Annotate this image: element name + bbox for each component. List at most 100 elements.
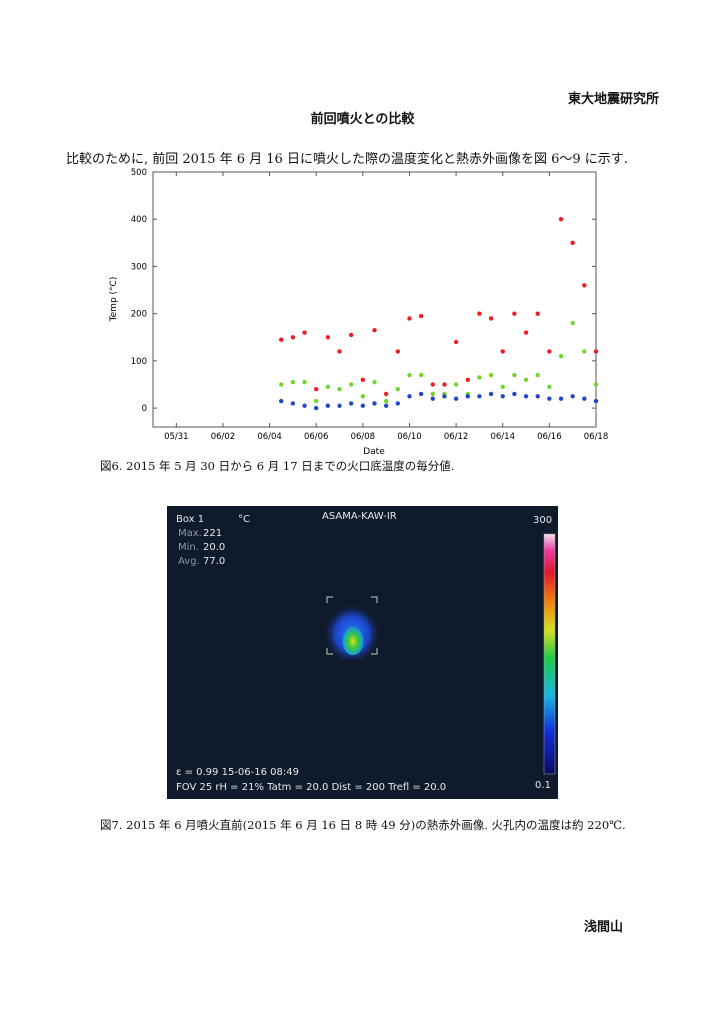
data-point: [325, 403, 331, 408]
data-point: [302, 330, 307, 335]
x-tick-label: 06/02: [211, 432, 236, 442]
x-tick-label: 05/31: [164, 432, 189, 442]
data-point: [512, 391, 517, 397]
data-point: [477, 311, 482, 316]
data-point: [279, 398, 284, 404]
ir-box-label: Box 1: [176, 514, 205, 525]
ir-scale-max: 300: [533, 515, 553, 526]
data-point: [395, 401, 401, 406]
y-axis-ticks: 0 100 200 300 400 500: [131, 168, 596, 414]
data-point: [477, 394, 482, 399]
y-tick-label: 500: [131, 168, 147, 178]
data-points: [279, 217, 599, 411]
x-tick-label: 06/06: [304, 432, 329, 442]
data-point: [407, 372, 412, 378]
data-point: [593, 382, 599, 387]
data-point: [558, 353, 564, 359]
data-point: [430, 382, 435, 387]
data-point: [383, 391, 389, 397]
ir-graphics: [324, 533, 556, 775]
data-point: [453, 339, 459, 345]
data-point: [547, 349, 552, 354]
series-1: [279, 217, 599, 397]
data-point: [383, 403, 389, 408]
data-point: [547, 396, 552, 401]
page-title: 前回噴火との比較: [310, 112, 415, 127]
data-point: [523, 330, 529, 335]
data-point: [407, 394, 412, 399]
ir-camera-name: ASAMA-KAW-IR: [322, 511, 397, 522]
ir-min-label: Min.: [178, 542, 199, 553]
figure-7-caption: 図7. 2015 年 6 月噴火直前(2015 年 6 月 16 日 8 時 4…: [100, 818, 626, 832]
figure-6-caption: 図6. 2015 年 5 月 30 日から 6 月 17 日までの火口底温度の毎…: [100, 459, 455, 473]
data-point: [360, 403, 366, 408]
y-tick-label: 100: [131, 357, 147, 367]
data-point: [348, 401, 354, 406]
color-scale-bar: [543, 533, 556, 775]
y-tick-label: 200: [131, 310, 147, 320]
data-point: [418, 313, 424, 319]
temperature-chart: 0 100 200 300 400 500 05/31 06/02 06/04 06/06 06/…: [109, 168, 608, 455]
data-point: [325, 384, 331, 390]
data-point: [407, 316, 412, 321]
measurement-box: [326, 596, 378, 655]
data-point: [290, 379, 296, 385]
ir-avg-value: 77.0: [203, 556, 226, 567]
y-tick-label: 0: [142, 404, 147, 414]
plot-frame: [152, 171, 597, 428]
organization-name: 東大地震研究所: [567, 92, 659, 107]
data-point: [279, 382, 284, 387]
data-point: [488, 316, 494, 321]
data-point: [383, 398, 389, 404]
data-point: [453, 382, 459, 387]
data-point: [442, 394, 447, 399]
thermal-ir-image: Box 1 °C ASAMA-KAW-IR Max. 221 Min. 20.0…: [167, 506, 558, 799]
x-tick-label: 06/10: [397, 432, 422, 442]
data-point: [477, 375, 482, 380]
data-point: [523, 394, 529, 399]
data-point: [430, 391, 435, 397]
data-point: [372, 379, 377, 385]
data-point: [512, 372, 517, 378]
data-point: [535, 394, 540, 399]
ir-unit: °C: [238, 514, 250, 525]
x-tick-label: 06/14: [490, 432, 514, 442]
data-point: [337, 387, 342, 392]
ir-max-value: 221: [203, 528, 223, 539]
x-axis-label: Date: [363, 447, 385, 455]
data-point: [535, 372, 540, 378]
data-point: [453, 396, 459, 401]
data-point: [279, 337, 284, 342]
data-point: [302, 403, 307, 408]
data-point: [290, 401, 296, 406]
data-point: [500, 394, 505, 399]
ir-status-line-2: FOV 25 rH = 21% Tatm = 20.0 Dist = 200 T…: [176, 782, 447, 793]
data-point: [290, 335, 296, 340]
data-point: [360, 377, 366, 382]
x-axis-ticks: 05/31 06/02 06/04 06/06 06/08 06/10 06/12 06/14…: [164, 172, 608, 442]
data-point: [488, 372, 494, 378]
data-point: [395, 349, 401, 354]
data-point: [442, 382, 447, 387]
data-point: [570, 394, 575, 399]
plume-inner: [341, 621, 365, 655]
data-point: [465, 377, 470, 382]
data-point: [325, 335, 331, 340]
intro-paragraph: 比較のために, 前回 2015 年 6 月 16 日に噴火した際の温度変化と熱赤…: [66, 152, 628, 167]
data-point: [535, 311, 540, 316]
ir-scale-min: 0.1: [535, 780, 551, 791]
data-point: [430, 396, 435, 401]
y-axis-label: Temp (°C): [109, 277, 119, 323]
series-3: [279, 391, 599, 411]
x-tick-label: 06/16: [537, 432, 562, 442]
data-point: [418, 391, 424, 397]
data-point: [488, 391, 494, 397]
data-point: [418, 372, 424, 378]
data-point: [593, 349, 599, 354]
data-point: [395, 387, 401, 392]
data-point: [500, 384, 505, 390]
data-point: [558, 217, 564, 222]
data-point: [570, 240, 575, 246]
data-point: [582, 396, 587, 401]
x-tick-label: 06/08: [351, 432, 376, 442]
